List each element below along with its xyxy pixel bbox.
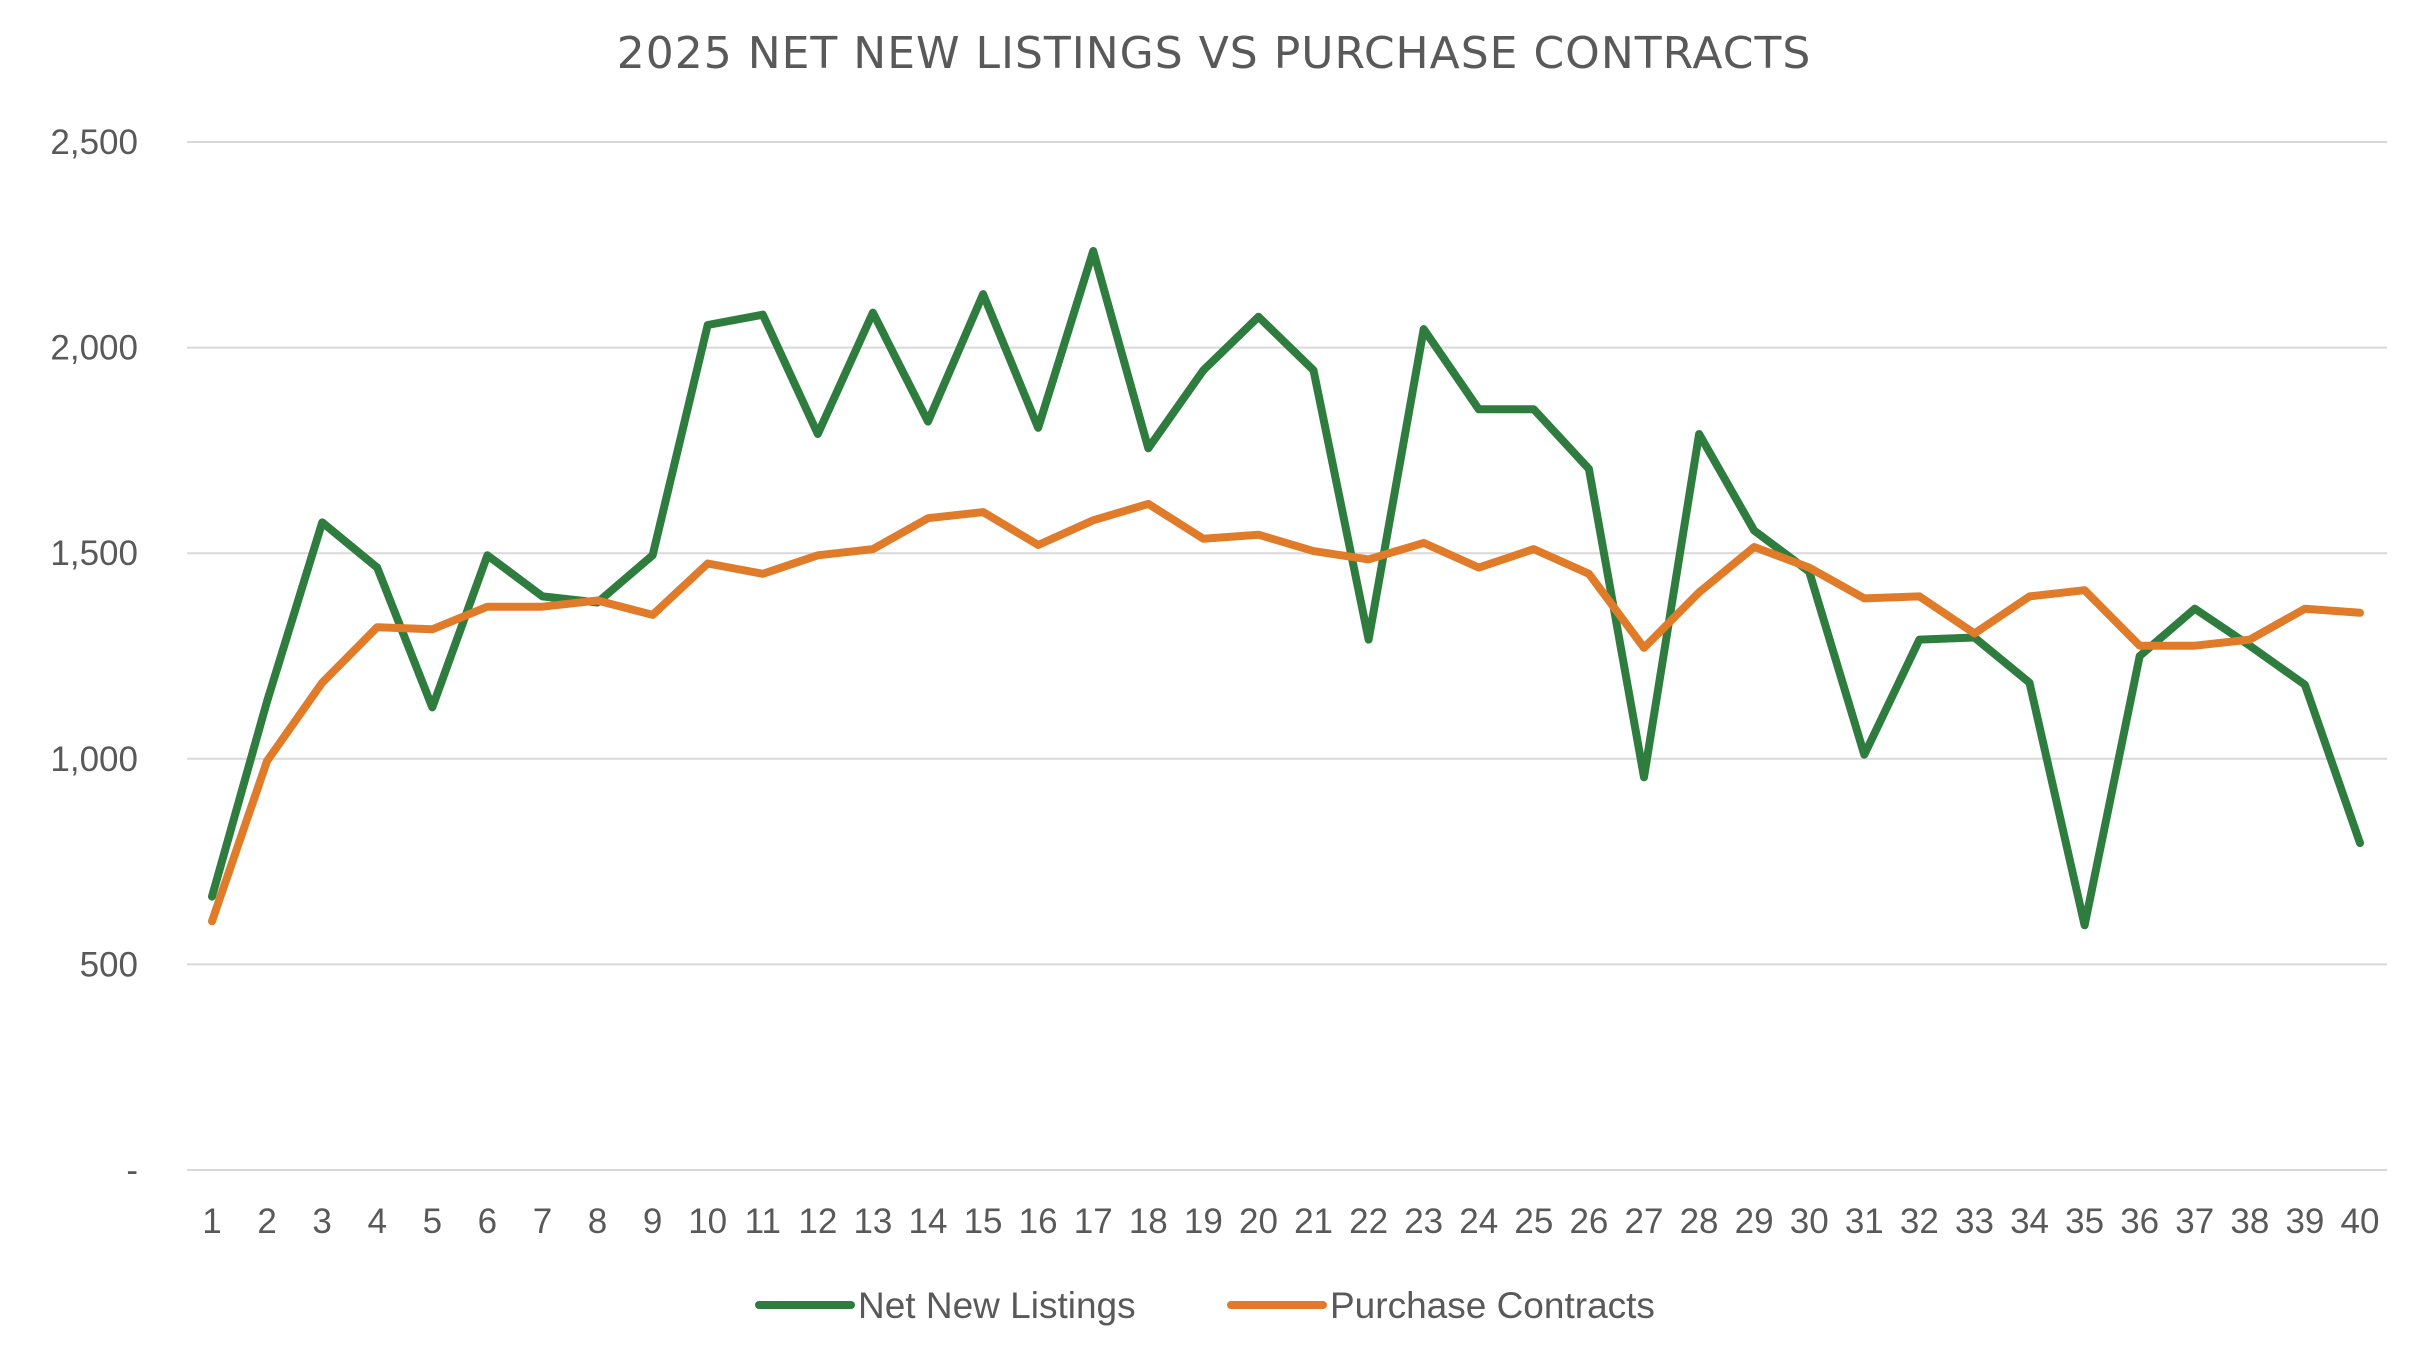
chart-title: 2025 NET NEW LISTINGS VS PURCHASE CONTRA…: [617, 28, 1812, 79]
y-tick-label: 1,000: [50, 740, 138, 779]
x-tick-label: 33: [1955, 1202, 1994, 1241]
x-tick-label: 6: [478, 1202, 497, 1241]
y-tick-label: 2,000: [50, 329, 138, 368]
x-tick-label: 35: [2065, 1202, 2104, 1241]
x-tick-label: 8: [588, 1202, 607, 1241]
legend-label-purchase-contracts: Purchase Contracts: [1330, 1285, 1655, 1326]
x-tick-label: 7: [533, 1202, 552, 1241]
y-tick-label: 2,500: [50, 123, 138, 162]
x-tick-label: 29: [1735, 1202, 1774, 1241]
x-tick-label: 15: [964, 1202, 1003, 1241]
x-tick-label: 20: [1239, 1202, 1278, 1241]
x-tick-label: 18: [1129, 1202, 1168, 1241]
x-tick-label: 19: [1184, 1202, 1223, 1241]
legend: Net New Listings Purchase Contracts: [755, 1285, 1655, 1326]
x-tick-label: 9: [643, 1202, 662, 1241]
x-tick-label: 2: [257, 1202, 276, 1241]
x-tick-label: 32: [1900, 1202, 1939, 1241]
x-tick-label: 40: [2341, 1202, 2380, 1241]
y-axis-ticks: - 500 1,000 1,500 2,000 2,500: [50, 123, 138, 1190]
x-tick-label: 16: [1019, 1202, 1058, 1241]
x-tick-label: 1: [202, 1202, 221, 1241]
x-tick-label: 22: [1349, 1202, 1388, 1241]
x-tick-label: 36: [2120, 1202, 2159, 1241]
x-tick-label: 24: [1459, 1202, 1498, 1241]
y-tick-label: -: [126, 1151, 138, 1190]
x-tick-label: 26: [1569, 1202, 1608, 1241]
x-tick-label: 10: [688, 1202, 727, 1241]
x-tick-label: 13: [853, 1202, 892, 1241]
x-tick-label: 5: [423, 1202, 442, 1241]
x-tick-label: 17: [1074, 1202, 1113, 1241]
y-tick-label: 1,500: [50, 534, 138, 573]
x-tick-label: 28: [1680, 1202, 1719, 1241]
series-line-net-new-listings: [208, 247, 2364, 930]
series-lines: [208, 247, 2364, 930]
x-tick-label: 14: [909, 1202, 948, 1241]
x-tick-label: 4: [367, 1202, 386, 1241]
x-tick-label: 38: [2230, 1202, 2269, 1241]
x-tick-label: 3: [312, 1202, 331, 1241]
x-tick-label: 21: [1294, 1202, 1333, 1241]
series-line-purchase-contracts: [208, 499, 2364, 926]
x-tick-label: 12: [798, 1202, 837, 1241]
x-tick-label: 27: [1625, 1202, 1664, 1241]
x-tick-label: 39: [2285, 1202, 2324, 1241]
x-axis-ticks: 1 2 3 4 5 6 7 8 9 10 11 12 13 14 15 16 17 18 19 20 21 22 23 24 2…: [202, 1202, 2379, 1241]
x-tick-label: 23: [1404, 1202, 1443, 1241]
x-tick-label: 30: [1790, 1202, 1829, 1241]
x-tick-label: 37: [2175, 1202, 2214, 1241]
x-tick-label: 11: [745, 1202, 781, 1241]
legend-label-net-new-listings: Net New Listings: [858, 1285, 1136, 1326]
y-tick-label: 500: [80, 945, 138, 984]
x-tick-label: 31: [1845, 1202, 1884, 1241]
x-tick-label: 34: [2010, 1202, 2049, 1241]
x-tick-label: 25: [1514, 1202, 1553, 1241]
